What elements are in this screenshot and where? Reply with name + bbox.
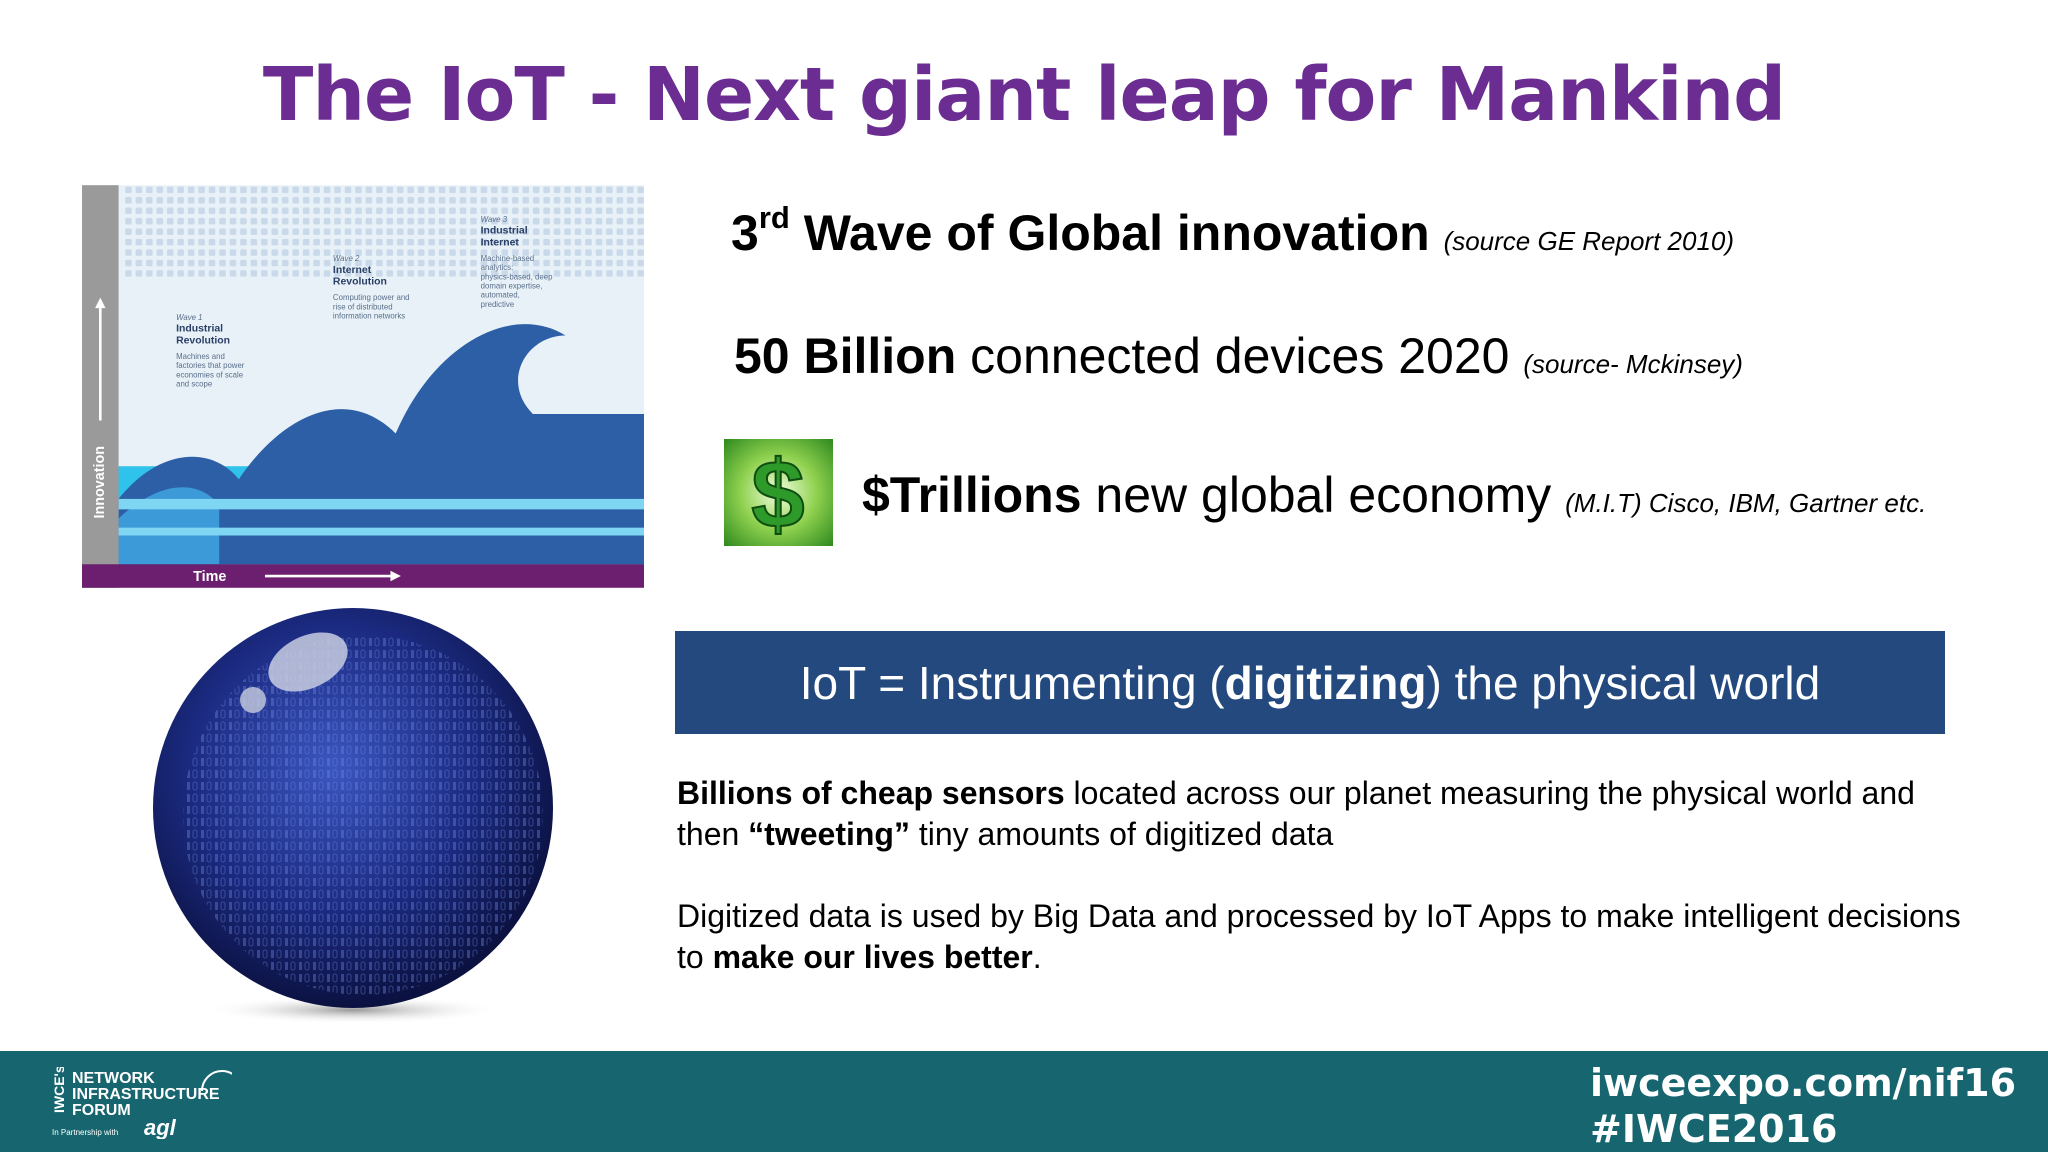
text-segment: Wave of Global innovation <box>789 205 1444 261</box>
wave-name: Industrial Internet <box>481 226 528 249</box>
text-segment: (M.I.T) Cisco, IBM, Gartner etc. <box>1565 488 1927 518</box>
dollar-icon: $ <box>724 439 833 546</box>
globe-highlight <box>240 687 266 713</box>
text-segment: digitizing <box>1224 656 1427 709</box>
text-segment: 50 Billion <box>734 328 957 384</box>
text-segment: . <box>1032 939 1042 975</box>
paragraph: Billions of cheap sensors located across… <box>677 773 1967 855</box>
wave-description: Machine-based analytics: physics-based, de… <box>481 254 553 309</box>
x-axis-label: Time <box>193 569 226 585</box>
y-axis-label: Innovation <box>92 446 108 519</box>
binary-globe <box>153 608 553 1024</box>
logo-partner-text: In Partnership with <box>52 1128 118 1137</box>
text-segment: new global economy <box>1081 467 1566 523</box>
footer-url: iwceexpo.com/nif16 <box>1590 1061 2017 1105</box>
logo-partner: agl <box>144 1115 177 1139</box>
dot-pattern <box>121 185 644 277</box>
text-segment: rd <box>758 200 790 235</box>
wave-name: Industrial Revolution <box>176 324 230 347</box>
wave-labels: Wave 1 Industrial Revolution Machines and fa… <box>176 215 553 389</box>
footer: IWCE's NETWORK INFRASTRUCTURE FORUM In Par… <box>0 1051 2048 1152</box>
x-arrow-head <box>390 570 401 582</box>
footer-hashtag: #IWCE2016 <box>1590 1107 1838 1151</box>
logo-arc <box>201 1070 232 1092</box>
text-segment: connected devices 2020 <box>956 328 1524 384</box>
wave-diagram: Innovation Time Wave 1 Industrial Revoluti… <box>82 185 644 588</box>
text-segment: “tweeting” <box>748 816 910 852</box>
icon-background <box>724 439 833 546</box>
globe-shadow <box>203 996 503 1024</box>
y-arrow-head <box>95 297 106 309</box>
sea-stripe <box>118 527 644 536</box>
wave-label: Wave 3 <box>481 215 508 224</box>
paragraph: Digitized data is used by Big Data and p… <box>677 896 1967 978</box>
text-segment: IoT = Instrumenting ( <box>799 656 1225 709</box>
logo-line: FORUM <box>72 1102 131 1119</box>
text-segment: located across our planet measuring the … <box>677 775 1915 852</box>
wave-label: Wave 2 <box>333 254 360 263</box>
globe-pattern <box>183 635 543 995</box>
logo-line: NETWORK <box>72 1070 155 1087</box>
text-segment: tiny amounts of digitized data <box>909 816 1334 852</box>
wave-description: Computing power and rise of distributed in… <box>333 293 410 320</box>
text-segment: (source- Mckinsey) <box>1523 349 1743 379</box>
wave-name: Internet Revolution <box>333 265 387 288</box>
text-segment: (source GE Report 2010) <box>1443 226 1735 256</box>
logo-prefix: IWCE's <box>52 1067 67 1113</box>
text-segment: ) the physical world <box>1426 656 1821 709</box>
logo-line: INFRASTRUCTURE <box>72 1086 220 1103</box>
wave-label: Wave 1 <box>176 313 202 322</box>
text-segment: make our lives better <box>712 939 1033 975</box>
fact-line: $Trillions new global economy (M.I.T) Ci… <box>862 466 1926 524</box>
text-segment: Digitized data is used by Big Data and p… <box>677 898 1961 975</box>
wave-description: Machines and factories that power economie… <box>176 352 245 388</box>
fact-line: 50 Billion connected devices 2020 (sourc… <box>734 327 1743 385</box>
text-segment: $Trillions <box>862 467 1082 523</box>
text-segment: 3 <box>731 205 759 261</box>
fact-line: 3rd Wave of Global innovation (source GE… <box>731 200 1734 262</box>
globe-highlight <box>268 632 348 692</box>
slide-title: The IoT - Next giant leap for Mankind <box>262 52 1786 138</box>
icon-symbol: $ <box>751 441 804 546</box>
sea-stripe <box>118 498 644 510</box>
banner: IoT = Instrumenting (digitizing) the phy… <box>675 631 1945 734</box>
text-segment: Billions of cheap sensors <box>677 775 1065 811</box>
